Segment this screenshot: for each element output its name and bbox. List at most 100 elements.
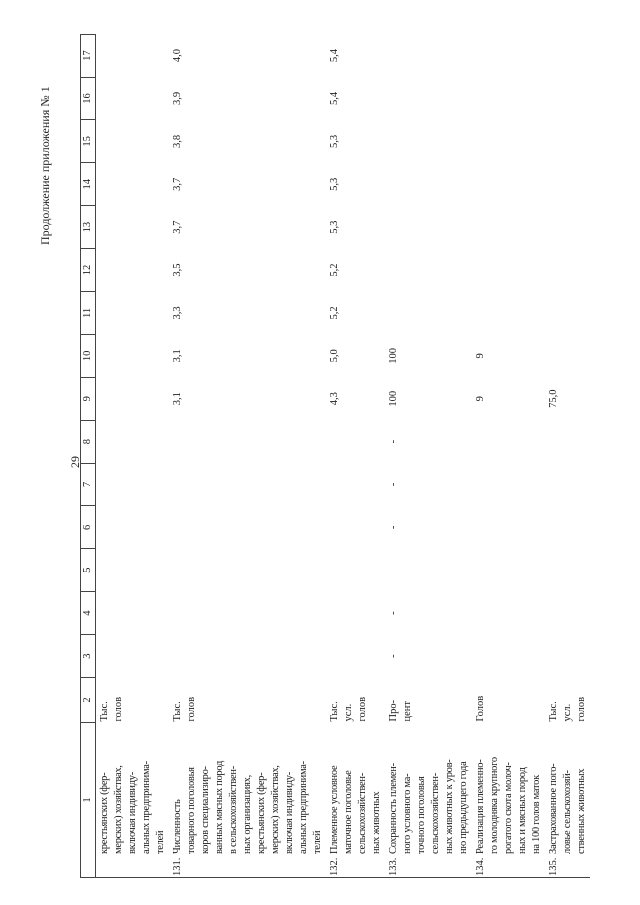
column-header: 9 (80, 377, 96, 421)
value-cell (96, 77, 170, 120)
continuation-note: Продолжение приложения № 1 (38, 86, 52, 245)
label-line: Застрахованное пого- (548, 763, 559, 854)
column-header: 4 (80, 591, 96, 635)
value-cell: - (388, 525, 399, 530)
label-line: Сохранность племен- (388, 763, 399, 854)
value-cell (545, 77, 590, 120)
label-line: товарного поголовья (186, 767, 197, 854)
value-cell: - (388, 611, 399, 615)
value-cell (96, 34, 170, 77)
label-line: ного условного ма- (402, 773, 413, 854)
column-header: 15 (80, 119, 96, 163)
value-cell (96, 463, 170, 506)
value-cell (472, 249, 545, 292)
unit-line: голов (357, 696, 368, 722)
unit-cell: Голов (472, 678, 545, 723)
data-table: 1 2 3 4 5 6 7 8 9 10 11 12 13 14 15 16 17 крестьянских (… (80, 34, 590, 878)
value-cell: 9 (475, 396, 486, 402)
value-cell (545, 334, 590, 377)
value-cell (326, 549, 385, 592)
row-label: Застрахованное пого-ловье сельскохозяй-с… (547, 726, 589, 854)
value-cell: 5,3 (329, 134, 340, 148)
column-header: 1 (80, 722, 96, 878)
value-cell (472, 635, 545, 678)
table-row: 131. Численность товарного поголовья коров … (169, 34, 326, 878)
value-cell (545, 506, 590, 549)
label-line: в сельскохозяйствен- (228, 766, 239, 854)
value-cell (472, 549, 545, 592)
header-row: 1 2 3 4 5 6 7 8 9 10 11 12 13 14 15 16 17 (80, 34, 96, 878)
label-line: рогатого скота молоч- (503, 762, 514, 854)
value-cell (96, 420, 170, 463)
label-line: ных и мясных пород (517, 767, 528, 855)
value-cell: 3,1 (172, 392, 183, 406)
column-header: 8 (80, 420, 96, 464)
value-cell (96, 635, 170, 678)
value-cell: 100 (388, 390, 399, 407)
row-label-cell: 134. Реализация племенно-го молодняка кру… (472, 722, 545, 878)
value-cell (545, 592, 590, 635)
label-line: ловье сельскохозяй- (562, 770, 573, 854)
unit-line: голов (186, 696, 197, 722)
value-cell (385, 291, 472, 334)
label-line: телей (312, 830, 323, 854)
value-cell (96, 163, 170, 206)
label-line: альных предпринима- (141, 761, 152, 854)
column-header: 11 (80, 291, 96, 335)
label-line: крестьянских (фер- (99, 772, 110, 854)
row-number: 133. (388, 857, 399, 876)
label-line: сельскохозяйствен- (430, 773, 441, 854)
unit-line: Тыс. (172, 701, 183, 722)
value-cell (169, 420, 326, 463)
value-cell (545, 463, 590, 506)
value-cell (96, 249, 170, 292)
row-label: Племенное условное маточное поголовье сель… (328, 726, 384, 854)
value-cell (169, 463, 326, 506)
unit-cell: Тыс. усл. голов (326, 678, 385, 723)
value-cell (472, 77, 545, 120)
unit-line: усл. (343, 703, 354, 722)
row-number: 131. (172, 857, 183, 876)
label-line: ственных животных (576, 768, 587, 854)
value-cell: 3,8 (172, 134, 183, 148)
row-number: 135. (548, 857, 559, 876)
row-label: Реализация племенно-го молодняка крупног… (474, 726, 544, 854)
value-cell: 5,2 (329, 263, 340, 277)
label-line: ных животных (371, 791, 382, 854)
column-header: 13 (80, 205, 96, 249)
row-label: Сохранность племен-ного условного ма-точ… (387, 726, 471, 855)
value-cell (385, 206, 472, 249)
value-cell (472, 506, 545, 549)
table-row: 135. Застрахованное пого-ловье сельскохоз… (545, 34, 590, 878)
value-cell (545, 34, 590, 77)
label-line: альных предпринима- (298, 761, 309, 854)
label-line: на 100 голов маток (531, 775, 542, 854)
value-cell: 5,3 (329, 177, 340, 191)
row-label: Численность товарного поголовья коров спец… (171, 726, 325, 854)
row-label-cell: крестьянских (фер-мерских) хозяйствах, вк… (95, 722, 169, 878)
value-cell (385, 120, 472, 163)
row-label-cell: 133. Сохранность племен-ного условного ма… (385, 722, 472, 878)
row-label-cell: 132. Племенное условное маточное поголовье… (326, 722, 385, 878)
value-cell (545, 291, 590, 334)
label-line: Реализация племенно- (475, 759, 486, 854)
value-cell (545, 249, 590, 292)
value-cell: 3,3 (172, 306, 183, 320)
value-cell (385, 249, 472, 292)
value-cell (96, 377, 170, 420)
value-cell: 4,0 (172, 49, 183, 63)
column-header: 7 (80, 463, 96, 506)
value-cell: 4,3 (329, 392, 340, 406)
value-cell (472, 420, 545, 463)
unit-line: усл. (562, 703, 573, 722)
value-cell (96, 291, 170, 334)
table-row: 132. Племенное условное маточное поголовье… (326, 34, 385, 878)
unit-line: Тыс. (329, 701, 340, 722)
value-cell (472, 206, 545, 249)
column-header: 12 (80, 248, 96, 292)
value-cell (96, 549, 170, 592)
column-header: 16 (80, 77, 96, 120)
value-cell: 3,7 (172, 177, 183, 191)
table-row: 134. Реализация племенно-го молодняка кру… (472, 34, 545, 878)
value-cell (169, 635, 326, 678)
